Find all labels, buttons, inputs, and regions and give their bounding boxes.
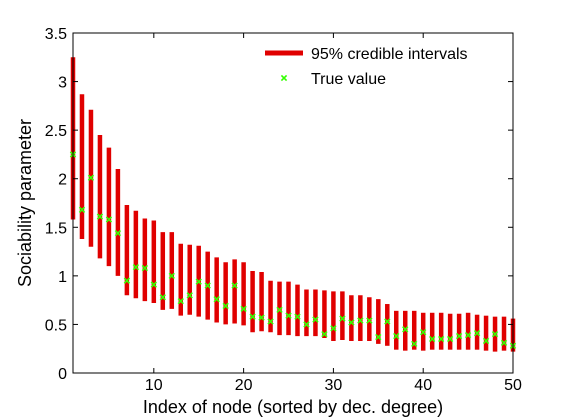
true-value-marker <box>429 335 436 343</box>
true-value-marker <box>366 317 373 324</box>
y-tick-label: 2 <box>58 172 67 189</box>
true-value-marker <box>455 332 463 340</box>
true-value-marker <box>312 316 319 323</box>
true-value-marker <box>222 302 229 310</box>
x-tick-label: 20 <box>235 377 253 394</box>
true-value-marker <box>132 263 140 271</box>
true-value-marker <box>473 330 481 337</box>
true-value-marker <box>446 335 454 343</box>
x-axis-ticks: 10 20 30 40 50 <box>145 33 522 394</box>
true-value-marker <box>267 318 274 325</box>
true-value-marker <box>150 281 157 288</box>
true-value-marker <box>231 282 238 289</box>
true-value-marker <box>411 340 418 348</box>
true-value-marker <box>141 264 149 272</box>
x-tick-label: 30 <box>325 377 343 394</box>
true-value-marker <box>330 325 337 332</box>
y-tick-label: 2.5 <box>45 123 67 140</box>
true-value-marker <box>249 313 256 320</box>
y-axis-title: Sociability parameter <box>15 119 35 287</box>
true-value-marker <box>159 294 166 301</box>
y-tick-label: 3 <box>58 75 67 92</box>
true-value-marker <box>437 335 445 343</box>
true-value-marker <box>96 213 104 220</box>
true-value-marker <box>213 296 220 303</box>
y-axis-ticks: 0 0.5 1 1.5 2 2.5 3 3.5 <box>45 26 513 383</box>
true-value-marker <box>348 319 355 326</box>
true-value-marker <box>87 174 95 181</box>
true-value-marker <box>195 278 202 285</box>
legend-true-value-label: True value <box>311 71 386 88</box>
true-value-marker <box>240 305 247 313</box>
true-value-marker <box>204 282 211 289</box>
true-value-marker <box>276 306 283 314</box>
true-value-marker <box>357 317 364 324</box>
true-value-marker <box>114 229 122 237</box>
true-value-marker <box>186 292 193 299</box>
true-value-marker <box>482 337 490 345</box>
true-value-marker <box>500 339 508 347</box>
legend: 95% credible intervals True value <box>265 46 468 88</box>
true-value-marker <box>294 313 301 320</box>
true-value-marker <box>258 314 265 321</box>
legend-true-value-marker <box>280 74 288 82</box>
x-tick-label: 40 <box>414 377 432 394</box>
true-value-marker <box>491 330 499 338</box>
x-tick-label: 10 <box>145 377 163 394</box>
true-value-marker <box>384 318 391 325</box>
true-value-marker <box>375 333 382 341</box>
true-value-marker <box>303 321 310 328</box>
axes-box <box>72 32 514 374</box>
x-axis-title: Index of node (sorted by dec. degree) <box>143 397 443 417</box>
true-value-marker <box>168 272 175 280</box>
true-value-marker <box>339 315 346 322</box>
true-value-marker <box>321 330 328 338</box>
true-value-marker <box>393 332 400 340</box>
true-value-marker <box>105 216 113 223</box>
true-value-marker <box>123 277 131 284</box>
true-value-marker <box>402 326 409 333</box>
legend-marker-glyph <box>280 74 288 82</box>
true-value-marker <box>464 331 472 339</box>
y-tick-label: 0.5 <box>45 317 67 334</box>
true-value-marker <box>420 329 427 336</box>
legend-interval-label: 95% credible intervals <box>311 46 468 63</box>
true-value-marker <box>78 206 86 213</box>
credible-intervals-series <box>70 57 516 352</box>
y-tick-label: 1.5 <box>45 220 67 237</box>
y-tick-label: 0 <box>58 366 67 383</box>
true-value-marker <box>285 312 292 319</box>
y-tick-label: 3.5 <box>45 26 67 43</box>
y-tick-label: 1 <box>58 269 67 286</box>
x-tick-label: 50 <box>504 377 522 394</box>
true-value-marker <box>177 297 184 305</box>
